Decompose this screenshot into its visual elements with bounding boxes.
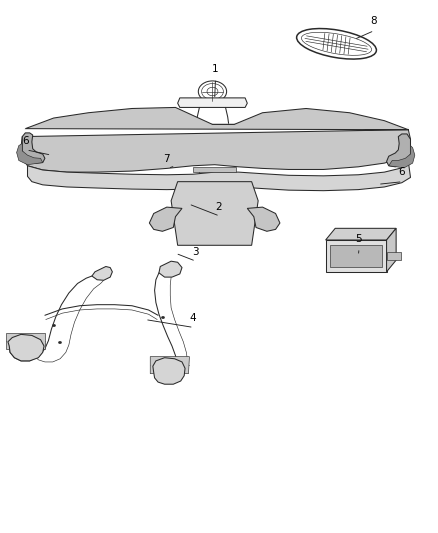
Polygon shape bbox=[387, 252, 401, 260]
Polygon shape bbox=[92, 266, 113, 280]
Polygon shape bbox=[325, 240, 387, 272]
Polygon shape bbox=[193, 167, 237, 172]
Polygon shape bbox=[8, 334, 44, 361]
Polygon shape bbox=[21, 108, 410, 172]
Polygon shape bbox=[150, 357, 189, 374]
Polygon shape bbox=[6, 333, 45, 349]
Polygon shape bbox=[247, 207, 280, 231]
Polygon shape bbox=[325, 228, 396, 240]
Text: 6: 6 bbox=[22, 135, 28, 146]
Polygon shape bbox=[17, 143, 43, 165]
Polygon shape bbox=[28, 161, 410, 191]
Polygon shape bbox=[387, 134, 410, 167]
Polygon shape bbox=[188, 124, 239, 127]
Text: 6: 6 bbox=[399, 167, 405, 177]
Polygon shape bbox=[387, 228, 396, 272]
Text: 8: 8 bbox=[370, 17, 377, 26]
Text: 7: 7 bbox=[163, 154, 170, 164]
Polygon shape bbox=[330, 245, 382, 266]
Text: 1: 1 bbox=[212, 64, 218, 74]
Polygon shape bbox=[159, 261, 182, 277]
Polygon shape bbox=[171, 182, 258, 245]
Text: 4: 4 bbox=[190, 313, 196, 323]
Polygon shape bbox=[153, 358, 185, 384]
Polygon shape bbox=[22, 133, 45, 163]
Text: 5: 5 bbox=[355, 233, 362, 244]
Text: 2: 2 bbox=[215, 202, 223, 212]
Text: 3: 3 bbox=[192, 247, 198, 257]
Polygon shape bbox=[149, 207, 182, 231]
Polygon shape bbox=[178, 98, 247, 108]
Polygon shape bbox=[389, 146, 415, 168]
